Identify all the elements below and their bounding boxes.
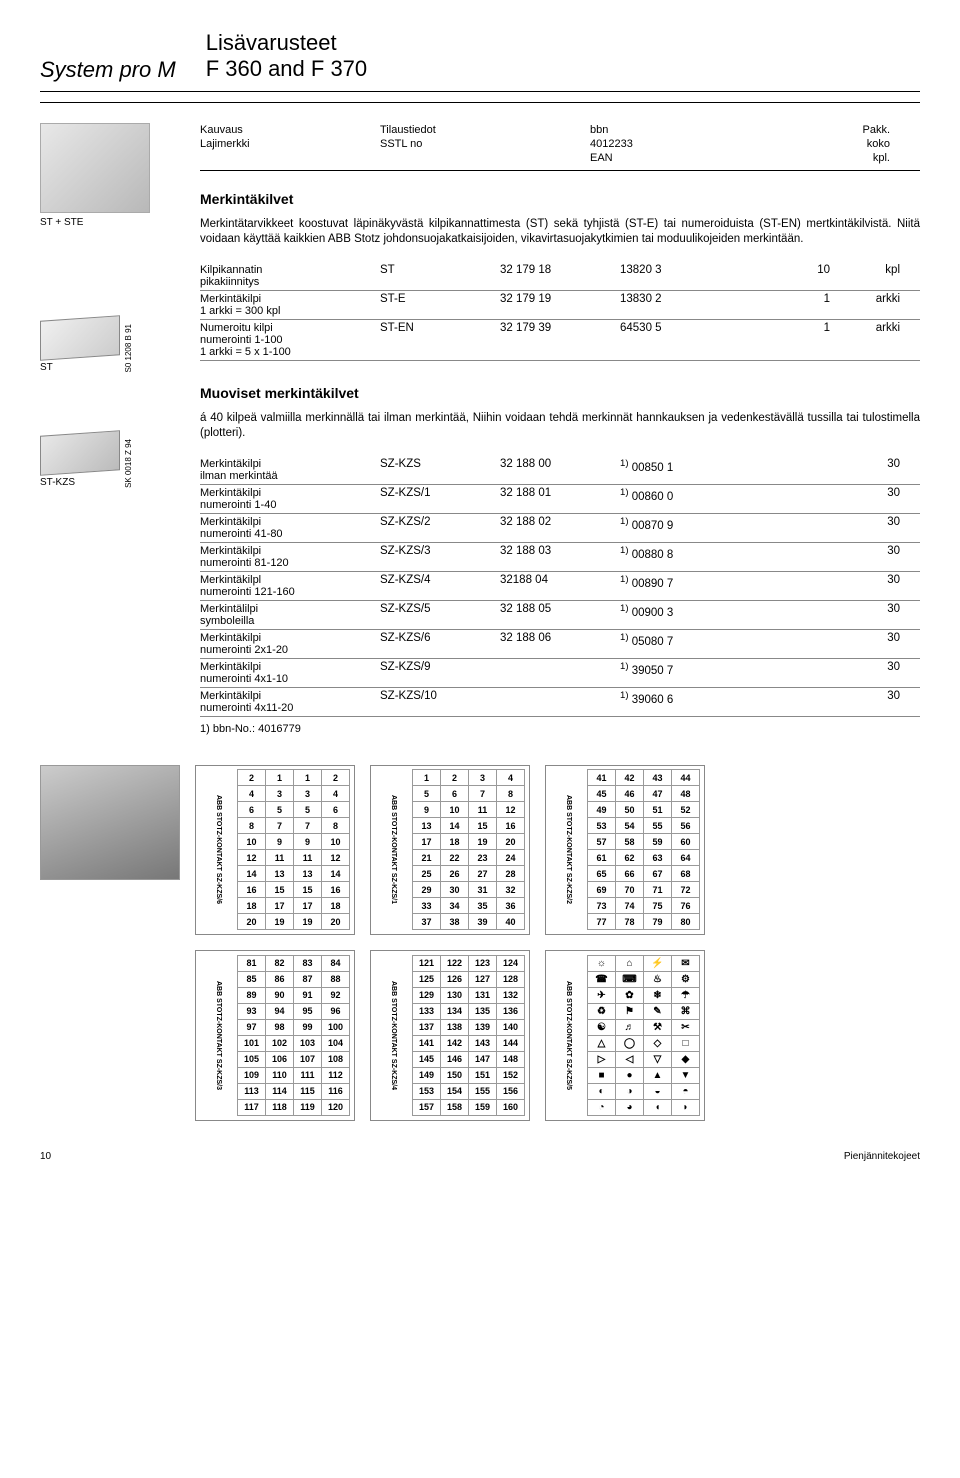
thumb-block-1: ST + STE (40, 123, 180, 228)
table-row: Merkintäkilpinumerointi 4x11-20SZ-KZS/10… (200, 688, 920, 717)
oh-c3c: EAN (590, 152, 613, 164)
rows1-container: KilpikannatinpikakiinnitysST32 179 18138… (200, 262, 920, 361)
section2-body: á 40 kilpeä valmiilla merkinnällä tai il… (200, 411, 920, 442)
title-block: Lisävarusteet F 360 and F 370 (206, 30, 367, 83)
table-row: KilpikannatinpikakiinnitysST32 179 18138… (200, 262, 920, 291)
table-row: MerkintälilpisymboleillaSZ-KZS/532 188 0… (200, 601, 920, 630)
ordering-header: Kauvaus Lajimerkki Tilaustiedot SSTL no … (200, 123, 920, 171)
title-line1: Lisävarusteet (206, 30, 367, 56)
section1-body: Merkintätarvikkeet koostuvat läpinäkyväs… (200, 217, 920, 248)
label-st-kzs: ST-KZS (40, 477, 120, 488)
footnote: 1) bbn-No.: 4016779 (200, 723, 920, 735)
main-area: ST + STE ST S0 1208 B 91 ST-KZS SK 0018 … (40, 123, 920, 735)
product-drawing-st (40, 315, 120, 361)
rule-top2 (40, 102, 920, 103)
oh-pack: Pakk. koko kpl. (830, 123, 890, 166)
left-column: ST + STE ST S0 1208 B 91 ST-KZS SK 0018 … (40, 123, 180, 735)
oh-desc: Kauvaus Lajimerkki (200, 123, 380, 166)
label-st: ST (40, 362, 120, 373)
section2-title: Muoviset merkintäkilvet (200, 385, 920, 401)
label-sheets-row1: ABB STOTZ-KONTAKT SZ-KZS/621124334655687… (40, 765, 920, 936)
table-row: Merkintäkilpi1 arkki = 300 kplST-E32 179… (200, 291, 920, 320)
sheet-s1: ABB STOTZ-KONTAKT SZ-KZS/112345678910111… (370, 765, 530, 936)
thumb-block-3: ST-KZS SK 0018 Z 94 (40, 433, 180, 488)
rule-top (40, 91, 920, 92)
footer-right: Pienjännitekojeet (844, 1151, 920, 1162)
oh-c4c: kpl. (873, 152, 890, 164)
oh-c1a: Kauvaus (200, 124, 243, 136)
oh-c1b: Lajimerkki (200, 138, 250, 150)
page-header: System pro M Lisävarusteet F 360 and F 3… (40, 30, 920, 83)
sheet-s3: ABB STOTZ-KONTAKT SZ-KZS/381828384858687… (195, 950, 355, 1121)
product-photo-st-ste (40, 123, 150, 213)
oh-c3b: 4012233 (590, 138, 633, 150)
table-row: Merkintäkilplnumerointi 121-160SZ-KZS/43… (200, 572, 920, 601)
product-drawing-stkzs (40, 430, 120, 476)
page-footer: 10 Pienjännitekojeet (40, 1151, 920, 1162)
title-line2: F 360 and F 370 (206, 56, 367, 82)
footer-page: 10 (40, 1151, 51, 1162)
oh-ean: bbn 4012233 EAN (590, 123, 700, 166)
oh-c3a: bbn (590, 124, 608, 136)
oh-c2b: SSTL no (380, 138, 422, 150)
oh-c2a: Tilaustiedot (380, 124, 436, 136)
table-row: Merkintäkilpinumerointi 81-120SZ-KZS/332… (200, 543, 920, 572)
oh-c4a: Pakk. (862, 124, 890, 136)
oh-c4b: koko (867, 138, 890, 150)
rows2-container: Merkintäkilpiilman merkintääSZ-KZS32 188… (200, 456, 920, 717)
code-z94: SK 0018 Z 94 (124, 439, 133, 488)
section1-title: Merkintäkilvet (200, 191, 920, 207)
sheet-s6: ABB STOTZ-KONTAKT SZ-KZS/621124334655687… (195, 765, 355, 936)
right-column: Kauvaus Lajimerkki Tilaustiedot SSTL no … (200, 123, 920, 735)
label-st-ste: ST + STE (40, 217, 180, 228)
label-sheets-row2: ABB STOTZ-KONTAKT SZ-KZS/381828384858687… (195, 950, 920, 1121)
brand: System pro M (40, 57, 176, 83)
table-row: Merkintäkilpinumerointi 41-80SZ-KZS/232 … (200, 514, 920, 543)
sheet-s4: ABB STOTZ-KONTAKT SZ-KZS/412112212312412… (370, 950, 530, 1121)
label-photo (40, 765, 180, 880)
table-row: Merkintäkilpinumerointi 4x1-10SZ-KZS/91)… (200, 659, 920, 688)
table-row: Numeroitu kilpinumerointi 1-1001 arkki =… (200, 320, 920, 361)
table-row: Merkintäkilpinumerointi 1-40SZ-KZS/132 1… (200, 485, 920, 514)
table-row: Merkintäkilpinumerointi 2x1-20SZ-KZS/632… (200, 630, 920, 659)
table-row: Merkintäkilpiilman merkintääSZ-KZS32 188… (200, 456, 920, 485)
thumb-block-2: ST S0 1208 B 91 (40, 318, 180, 373)
sheet-s5: ABB STOTZ-KONTAKT SZ-KZS/5☼⌂⚡✉☎⌨♨⚙✈✿❄☂♻⚑… (545, 950, 705, 1121)
oh-order: Tilaustiedot SSTL no (380, 123, 500, 166)
code-b91: S0 1208 B 91 (124, 324, 133, 372)
sheet-s2: ABB STOTZ-KONTAKT SZ-KZS/241424344454647… (545, 765, 705, 936)
